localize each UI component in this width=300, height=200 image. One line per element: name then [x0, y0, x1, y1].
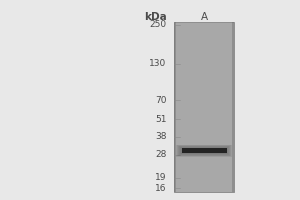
Text: A: A [200, 12, 208, 22]
Bar [182, 148, 226, 153]
Bar [177, 145, 231, 156]
Text: kDa: kDa [144, 12, 166, 22]
Bar [232, 22, 234, 192]
Text: 130: 130 [149, 59, 166, 68]
Bar [178, 146, 230, 156]
Bar [174, 22, 234, 192]
Bar [174, 22, 176, 192]
Text: 250: 250 [149, 20, 167, 29]
Text: 28: 28 [155, 150, 166, 159]
Bar [180, 147, 228, 154]
Bar [179, 146, 229, 155]
Text: 51: 51 [155, 115, 166, 124]
Text: 38: 38 [155, 132, 166, 141]
Text: 70: 70 [155, 96, 166, 105]
Text: 16: 16 [155, 184, 166, 193]
Bar [181, 148, 227, 154]
Text: 19: 19 [155, 173, 166, 182]
Bar [176, 145, 232, 157]
